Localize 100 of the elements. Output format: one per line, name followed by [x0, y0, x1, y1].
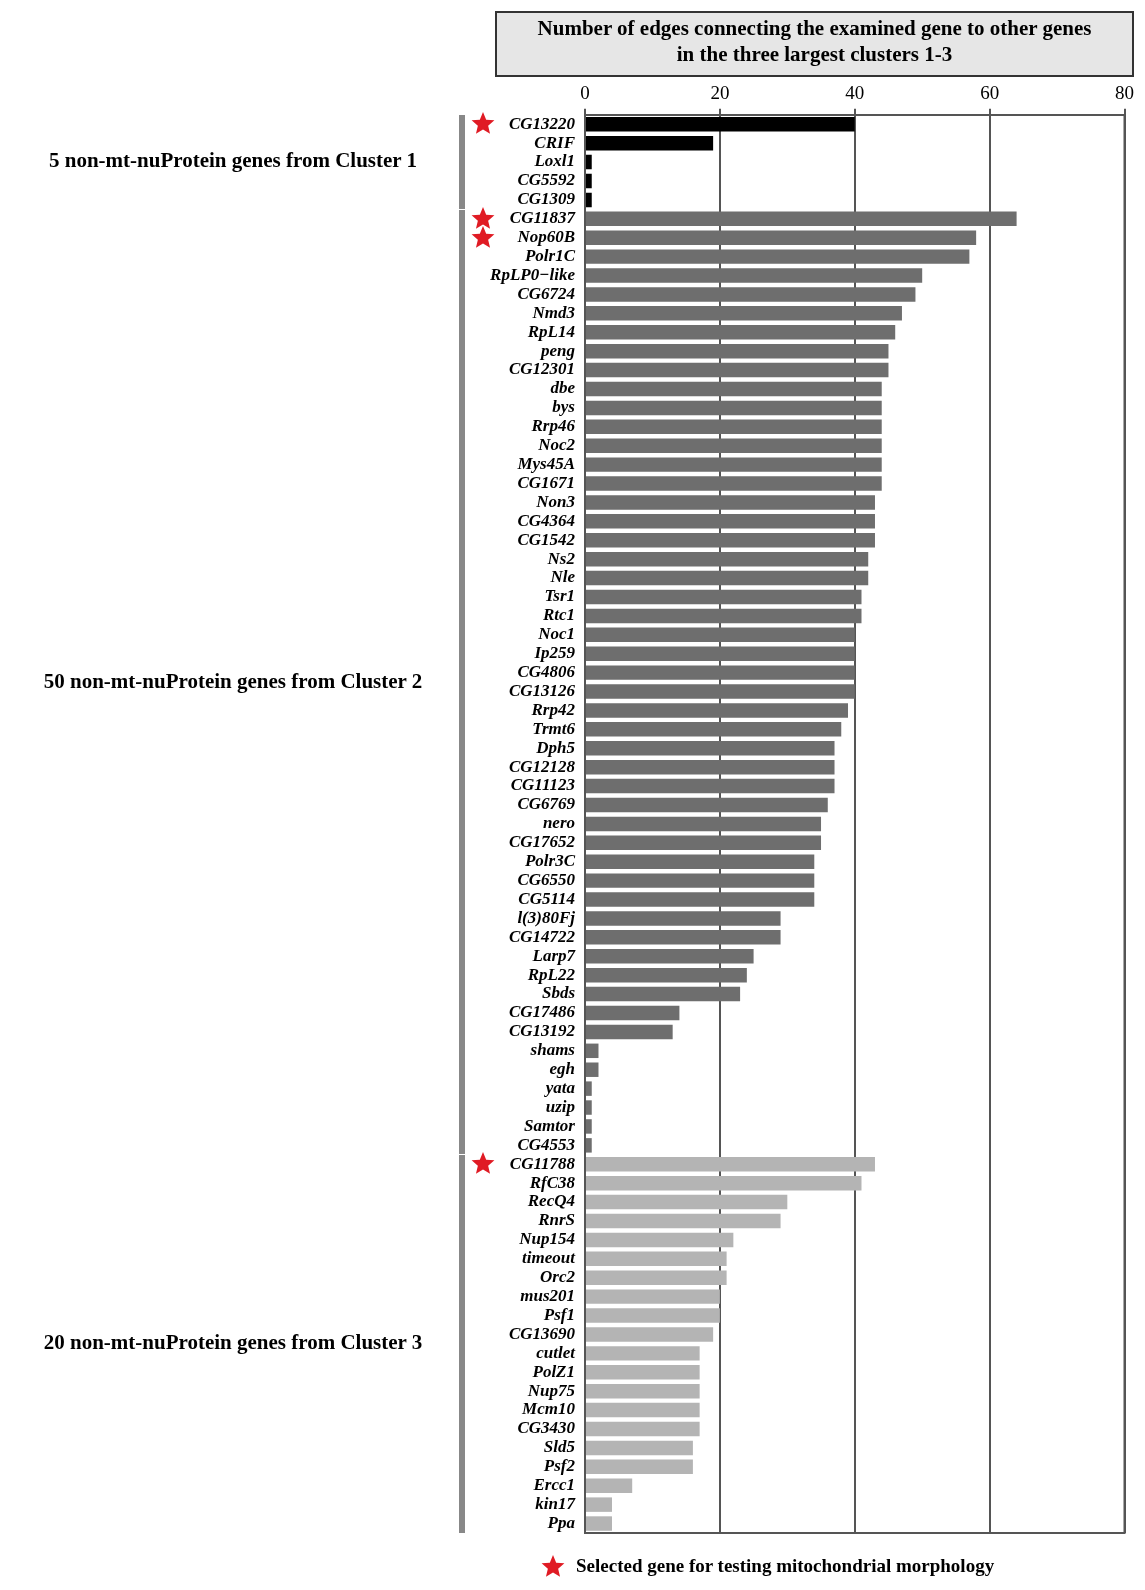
bar — [586, 400, 882, 416]
bar — [586, 211, 1017, 227]
bar — [586, 722, 842, 737]
bar — [586, 249, 970, 264]
y-tick-label: Dph5 — [535, 737, 576, 757]
bar — [586, 646, 855, 661]
bar — [586, 911, 781, 926]
bar — [586, 1157, 875, 1172]
y-tick-label: kin17 — [535, 1494, 577, 1514]
bar — [586, 854, 815, 869]
y-tick-label: Non3 — [535, 491, 576, 511]
y-tick-label: CG6724 — [517, 283, 575, 303]
y-tick-label: CG1671 — [517, 472, 575, 492]
bar — [586, 173, 592, 189]
y-tick-label: Sld5 — [543, 1437, 576, 1457]
y-tick-label: mus201 — [520, 1286, 575, 1306]
y-tick-label: egh — [549, 1059, 575, 1079]
bar — [586, 419, 882, 435]
y-tick-label: Rrp46 — [530, 416, 576, 436]
x-tick-label: 80 — [1115, 82, 1134, 104]
bar — [586, 835, 822, 851]
y-tick-label: Ns2 — [546, 548, 576, 568]
y-tick-label: Ercc1 — [532, 1475, 575, 1495]
y-tick-label: Orc2 — [540, 1267, 576, 1287]
y-tick-label: CG3430 — [517, 1418, 576, 1438]
bar — [586, 778, 835, 794]
bar — [586, 759, 835, 775]
y-tick-label: shams — [529, 1040, 576, 1060]
bar — [586, 1175, 862, 1191]
text: 5 non-mt-nuProtein genes from Cluster 1 — [48, 148, 418, 173]
legend-label: Selected gene for testing mitochondrial morphology — [576, 1554, 995, 1576]
y-tick-label: Psf2 — [542, 1456, 576, 1476]
bar — [586, 1251, 727, 1267]
y-tick-label: Ip259 — [533, 643, 576, 663]
y-tick-label: CG6550 — [517, 870, 576, 890]
y-tick-label: CG11788 — [509, 1153, 576, 1173]
y-tick-label: CG13126 — [508, 680, 576, 700]
y-tick-label: CG12301 — [508, 359, 575, 379]
bar — [586, 1119, 592, 1134]
bar — [586, 589, 862, 605]
y-tick-label: Nle — [549, 567, 576, 587]
bar — [586, 551, 869, 567]
bar — [586, 930, 781, 945]
bar — [586, 608, 862, 624]
bar — [586, 1459, 693, 1475]
y-tick-label: CG6769 — [517, 794, 576, 814]
y-tick-label: Nmd3 — [531, 302, 576, 322]
y-tick-label: CG17486 — [508, 1002, 576, 1022]
bar — [586, 1516, 612, 1531]
bar — [586, 362, 889, 378]
bar — [586, 381, 882, 397]
x-tick-label: 40 — [845, 82, 865, 104]
bar — [586, 741, 835, 756]
bar — [586, 1062, 599, 1077]
bar — [586, 949, 754, 964]
y-tick-label: Nup75 — [526, 1380, 576, 1400]
bar — [586, 287, 916, 302]
y-tick-label: l(3)80Fj — [517, 907, 576, 927]
bar — [586, 154, 592, 170]
y-tick-label: RfC38 — [528, 1172, 576, 1192]
bar — [586, 986, 741, 1002]
x-tick-label: 0 — [580, 82, 590, 104]
y-tick-label: Mcm10 — [521, 1399, 576, 1419]
bar — [586, 1383, 700, 1399]
y-tick-label: CG1309 — [517, 189, 576, 209]
bar — [586, 816, 822, 832]
y-tick-label: nero — [542, 813, 575, 833]
bar — [586, 306, 902, 321]
bar — [586, 1270, 727, 1285]
y-tick-label: CG4364 — [517, 510, 575, 530]
y-tick-label: Mys45A — [516, 454, 575, 474]
y-tick-label: CRIF — [534, 132, 576, 152]
y-tick-label: Rtc1 — [541, 605, 575, 625]
bar — [586, 495, 875, 510]
bar — [586, 684, 855, 699]
bar — [586, 1421, 700, 1437]
y-tick-label: Ppa — [546, 1512, 576, 1532]
y-tick-label: RnrS — [537, 1210, 575, 1230]
bar — [586, 325, 896, 340]
bar — [586, 1194, 788, 1210]
y-tick-label: Samtor — [523, 1115, 576, 1135]
y-tick-label: Sbds — [541, 983, 576, 1003]
y-tick-label: CG12128 — [508, 756, 576, 776]
bar — [586, 892, 815, 907]
bar — [586, 1365, 700, 1380]
y-tick-label: Loxl1 — [533, 151, 575, 171]
bar — [586, 476, 882, 491]
text: 50 non-mt-nuProtein genes from Cluster 2 — [43, 668, 423, 693]
y-tick-label: RpLP0−like — [489, 264, 576, 284]
y-tick-label: Noc2 — [537, 435, 576, 455]
x-tick-label: 20 — [710, 82, 730, 104]
bar — [586, 343, 889, 359]
y-tick-label: Polr1C — [523, 246, 576, 266]
y-tick-label: bys — [552, 397, 576, 417]
bar — [586, 1138, 592, 1153]
y-tick-label: Noc1 — [537, 624, 575, 644]
y-tick-label: dbe — [550, 378, 576, 398]
bar — [586, 665, 855, 680]
bar — [586, 1289, 720, 1304]
y-tick-label: peng — [539, 340, 576, 360]
